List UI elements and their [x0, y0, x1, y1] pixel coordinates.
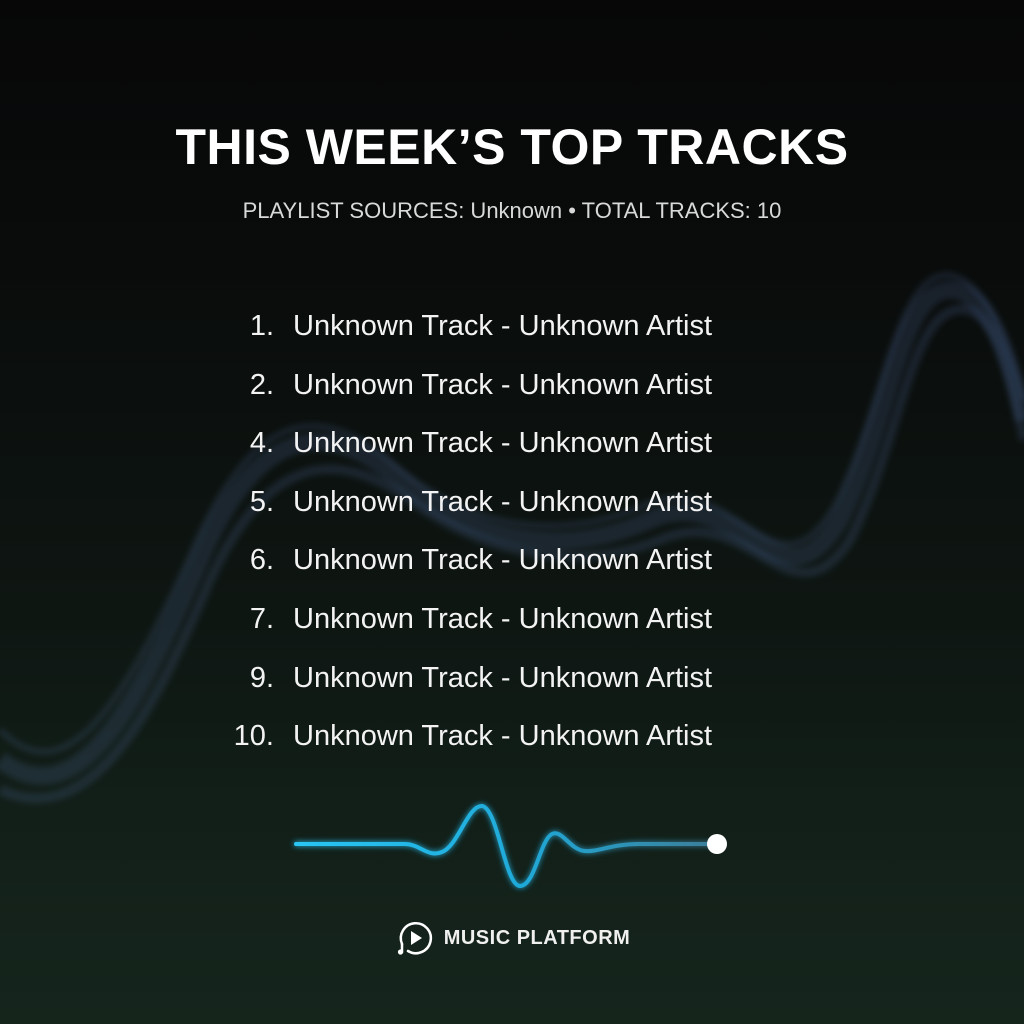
- page-title: THIS WEEK’S TOP TRACKS: [175, 119, 849, 175]
- track-list: 1. Unknown Track - Unknown Artist 2. Unkno…: [0, 303, 1024, 772]
- track-item[interactable]: 5. Unknown Track - Unknown Artist: [0, 479, 1024, 538]
- track-name: Unknown Track - Unknown Artist: [293, 485, 713, 518]
- track-number: 7.: [249, 602, 274, 635]
- track-name: Unknown Track - Unknown Artist: [293, 310, 713, 342]
- track-number: 10.: [233, 720, 274, 753]
- track-name: Unknown Track - Unknown Artist: [293, 720, 713, 753]
- track-name: Unknown Track - Unknown Artist: [293, 661, 713, 694]
- brand-name: MUSIC PLATFORM: [443, 926, 631, 949]
- track-item[interactable]: 9. Unknown Track - Unknown Artist: [0, 655, 1024, 714]
- track-name: Unknown Track - Unknown Artist: [293, 544, 713, 577]
- track-name: Unknown Track - Unknown Artist: [293, 602, 713, 635]
- track-item[interactable]: 7. Unknown Track - Unknown Artist: [0, 596, 1024, 655]
- brand: MUSIC PLATFORM: [0, 918, 1024, 958]
- track-item[interactable]: 2. Unknown Track - Unknown Artist: [0, 362, 1024, 421]
- track-name: Unknown Track - Unknown Artist: [293, 427, 713, 460]
- track-item[interactable]: 4. Unknown Track - Unknown Artist: [0, 420, 1024, 479]
- track-item[interactable]: 10. Unknown Track - Unknown Artist: [0, 713, 1024, 772]
- track-number: 4.: [249, 427, 274, 460]
- track-number: 1.: [249, 310, 274, 342]
- track-item[interactable]: 1. Unknown Track - Unknown Artist: [0, 303, 1024, 362]
- play-circle-icon: [397, 922, 432, 955]
- track-number: 9.: [249, 661, 274, 694]
- playlist-summary: PLAYLIST SOURCES: Unknown • TOTAL TRACKS…: [242, 198, 782, 223]
- track-number: 2.: [249, 368, 274, 401]
- track-item[interactable]: 6. Unknown Track - Unknown Artist: [0, 537, 1024, 596]
- track-name: Unknown Track - Unknown Artist: [293, 368, 713, 401]
- track-number: 6.: [249, 544, 274, 577]
- track-number: 5.: [249, 485, 274, 518]
